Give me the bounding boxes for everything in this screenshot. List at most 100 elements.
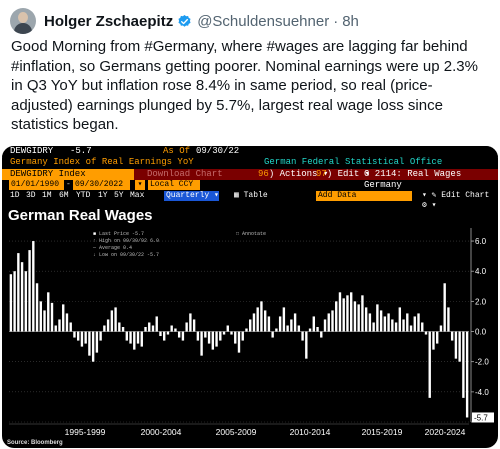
- bar: [106, 319, 110, 332]
- bar: [91, 331, 95, 362]
- actions-num: 96: [258, 169, 269, 179]
- edit-chart-label: Edit Chart: [441, 191, 490, 200]
- actions-menu: 96) Actions ▾: [258, 169, 329, 179]
- bar: [185, 322, 188, 332]
- bar: [297, 325, 301, 332]
- chart-title: German Real Wages: [8, 207, 153, 224]
- tweet-time[interactable]: 8h: [342, 12, 359, 30]
- description-row: Germany Index of Real Earnings YoY Germa…: [2, 157, 498, 168]
- last-value-label: -5.7: [474, 413, 488, 422]
- add-data-field: Add Data: [316, 191, 412, 201]
- bar: [88, 331, 91, 356]
- bar: [454, 331, 458, 359]
- avatar[interactable]: [10, 8, 36, 34]
- period-5y: 5Y: [114, 191, 124, 200]
- bar: [398, 307, 402, 332]
- period-max: Max: [130, 191, 145, 200]
- tweet-header: Holger Zschaepitz @Schuldensuehner · 8h: [10, 8, 490, 34]
- bar: [275, 328, 278, 332]
- bar: [189, 313, 192, 332]
- bar: [413, 316, 416, 332]
- x-tick-label: 2000-2004: [141, 427, 182, 437]
- bar: [58, 319, 61, 332]
- legend-average: — Average 0.4: [93, 245, 133, 251]
- bar: [69, 322, 72, 332]
- bar: [192, 319, 196, 332]
- bar: [121, 327, 125, 332]
- bar: [144, 327, 147, 332]
- bar: [361, 295, 364, 332]
- bar: [249, 319, 252, 332]
- end-date-field: 09/30/2022: [73, 180, 130, 190]
- source-name: German Federal Statistical Office: [264, 157, 443, 167]
- bar: [376, 304, 379, 332]
- bar: [136, 331, 140, 344]
- x-tick-label: 2010-2014: [290, 427, 331, 437]
- period-1m: 1M: [42, 191, 52, 200]
- annotate-button: □ Annotate: [236, 231, 267, 237]
- bar: [342, 298, 345, 332]
- bar: [428, 331, 431, 398]
- x-tick-label: 2005-2009: [216, 427, 257, 437]
- currency-field: Local CCY: [148, 180, 200, 190]
- bar: [450, 331, 454, 341]
- download-chart-button: Download Chart: [147, 169, 223, 179]
- edit-label: Edit: [337, 169, 360, 179]
- y-tick-label: 0.0: [475, 328, 487, 337]
- bar: [125, 331, 128, 341]
- x-tick-label: 2015-2019: [362, 427, 403, 437]
- bar: [335, 301, 338, 332]
- bar: [286, 325, 289, 332]
- edit-num: 97: [316, 169, 327, 179]
- bar: [215, 331, 218, 347]
- bar: [331, 310, 334, 332]
- bar: [219, 331, 222, 341]
- bar: [394, 322, 398, 332]
- bar: [308, 328, 312, 332]
- bar: [24, 271, 28, 332]
- author-handle[interactable]: @Schuldensuehner: [197, 12, 330, 30]
- bar: [465, 331, 469, 418]
- bar: [301, 331, 304, 341]
- verified-badge-icon: [178, 14, 191, 27]
- bar: [357, 304, 360, 332]
- bar: [458, 331, 461, 362]
- bar: [364, 307, 368, 332]
- bar: [327, 313, 330, 332]
- bar: [103, 325, 106, 332]
- bar: [462, 331, 465, 398]
- author-name[interactable]: Holger Zschaepitz: [44, 12, 174, 30]
- bar: [368, 313, 372, 332]
- bar: [350, 292, 353, 332]
- source-note: Source: Bloomberg: [7, 440, 63, 446]
- bar: [432, 331, 435, 350]
- bar: [80, 331, 84, 347]
- bar: [245, 328, 248, 332]
- bar: [443, 283, 446, 332]
- bar: [148, 322, 151, 332]
- bar: [151, 325, 155, 332]
- date-range-row: 01/01/1990 - 09/30/2022 ▾ Local CCY: [2, 180, 498, 190]
- bar: [312, 316, 315, 332]
- table-button: ▦ Table: [234, 191, 268, 200]
- bar: [387, 313, 390, 332]
- bar: [267, 316, 271, 332]
- bar: [39, 301, 42, 332]
- actions-label: Actions: [279, 169, 318, 179]
- index-code: DEWGIDRY Index: [2, 169, 134, 180]
- bar: [84, 331, 87, 344]
- chart-image[interactable]: DEWGIDRY -5.7 As Of 09/30/22 Germany Ind…: [2, 146, 498, 448]
- chevron-down-icon: ▾: [135, 180, 145, 190]
- bar: [234, 331, 237, 344]
- bar: [263, 310, 267, 332]
- period-3d: 3D: [26, 191, 36, 200]
- bar: [62, 304, 65, 332]
- bar: [230, 331, 233, 335]
- bar: [316, 327, 319, 332]
- bar: [402, 319, 405, 332]
- frequency-select: Quarterly ▾: [164, 191, 219, 201]
- bar: [50, 302, 54, 332]
- bar: [166, 331, 170, 335]
- bar: [372, 322, 375, 332]
- bar: [20, 262, 24, 332]
